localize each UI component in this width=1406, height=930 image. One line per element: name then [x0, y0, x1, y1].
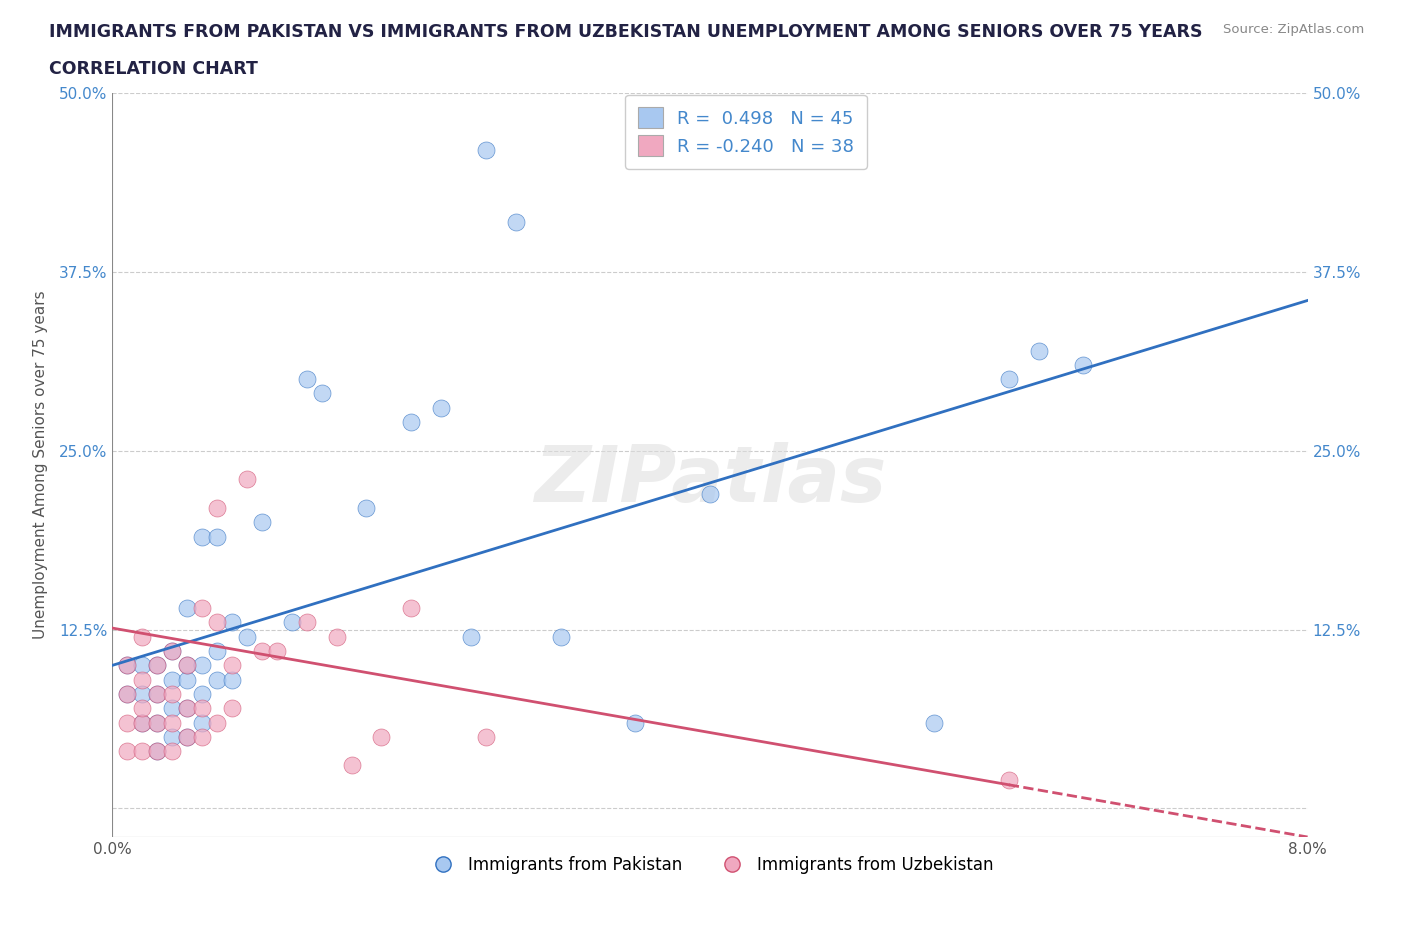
Point	[176, 701, 198, 716]
Point	[998, 372, 1021, 387]
Point	[1073, 357, 1095, 372]
Y-axis label: Unemployment Among Seniors over 75 years: Unemployment Among Seniors over 75 years	[32, 291, 48, 639]
Point	[550, 630, 572, 644]
Point	[176, 601, 198, 616]
Point	[131, 744, 153, 759]
Point	[191, 715, 214, 730]
Point	[191, 601, 214, 616]
Point	[146, 686, 169, 701]
Point	[699, 486, 721, 501]
Point	[205, 529, 228, 544]
Point	[191, 701, 214, 716]
Point	[146, 686, 169, 701]
Point	[475, 143, 498, 158]
Point	[460, 630, 482, 644]
Point	[191, 658, 214, 672]
Point	[131, 715, 153, 730]
Point	[176, 729, 198, 744]
Point	[998, 772, 1021, 787]
Point	[340, 758, 363, 773]
Point	[295, 615, 318, 630]
Point	[131, 630, 153, 644]
Text: CORRELATION CHART: CORRELATION CHART	[49, 60, 259, 78]
Point	[146, 715, 169, 730]
Point	[922, 715, 945, 730]
Point	[205, 672, 228, 687]
Point	[1028, 343, 1050, 358]
Point	[131, 672, 153, 687]
Point	[176, 729, 198, 744]
Point	[117, 744, 139, 759]
Point	[162, 644, 183, 658]
Point	[117, 686, 139, 701]
Point	[236, 630, 259, 644]
Point	[146, 715, 169, 730]
Point	[162, 672, 183, 687]
Point	[191, 729, 214, 744]
Point	[205, 644, 228, 658]
Point	[401, 601, 423, 616]
Point	[146, 658, 169, 672]
Point	[370, 729, 392, 744]
Point	[117, 658, 139, 672]
Point	[221, 615, 243, 630]
Point	[176, 672, 198, 687]
Point	[162, 644, 183, 658]
Point	[146, 744, 169, 759]
Point	[131, 686, 153, 701]
Point	[131, 701, 153, 716]
Point	[281, 615, 304, 630]
Point	[624, 715, 647, 730]
Point	[401, 415, 423, 430]
Point	[117, 686, 139, 701]
Point	[505, 214, 527, 229]
Text: Source: ZipAtlas.com: Source: ZipAtlas.com	[1223, 23, 1364, 36]
Point	[162, 701, 183, 716]
Point	[311, 386, 333, 401]
Point	[236, 472, 259, 486]
Text: IMMIGRANTS FROM PAKISTAN VS IMMIGRANTS FROM UZBEKISTAN UNEMPLOYMENT AMONG SENIOR: IMMIGRANTS FROM PAKISTAN VS IMMIGRANTS F…	[49, 23, 1202, 41]
Point	[131, 715, 153, 730]
Point	[475, 729, 498, 744]
Point	[250, 515, 273, 530]
Point	[325, 630, 347, 644]
Point	[176, 658, 198, 672]
Point	[295, 372, 318, 387]
Point	[221, 701, 243, 716]
Point	[146, 658, 169, 672]
Point	[430, 400, 453, 415]
Point	[117, 658, 139, 672]
Point	[162, 686, 183, 701]
Point	[146, 744, 169, 759]
Point	[162, 744, 183, 759]
Point	[356, 500, 378, 515]
Point	[221, 672, 243, 687]
Point	[191, 686, 214, 701]
Point	[221, 658, 243, 672]
Text: ZIPatlas: ZIPatlas	[534, 442, 886, 518]
Point	[191, 529, 214, 544]
Point	[250, 644, 273, 658]
Point	[131, 658, 153, 672]
Point	[176, 701, 198, 716]
Legend: Immigrants from Pakistan, Immigrants from Uzbekistan: Immigrants from Pakistan, Immigrants fro…	[419, 849, 1001, 881]
Point	[205, 615, 228, 630]
Point	[162, 715, 183, 730]
Point	[162, 729, 183, 744]
Point	[266, 644, 288, 658]
Point	[205, 500, 228, 515]
Point	[205, 715, 228, 730]
Point	[176, 658, 198, 672]
Point	[117, 715, 139, 730]
